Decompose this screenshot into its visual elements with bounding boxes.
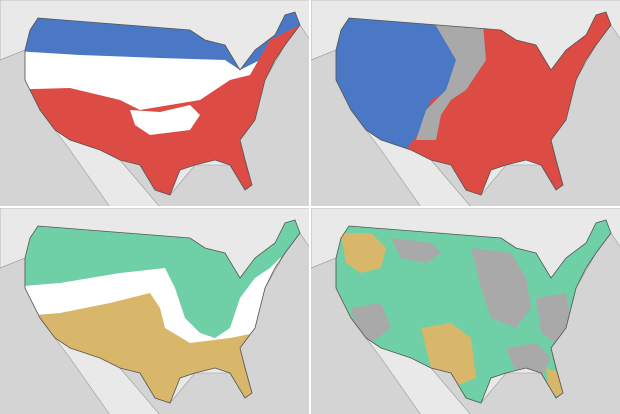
map-panel (311, 0, 620, 206)
map-panel (0, 208, 309, 414)
map-panel (311, 208, 620, 414)
map-panel (0, 0, 309, 206)
